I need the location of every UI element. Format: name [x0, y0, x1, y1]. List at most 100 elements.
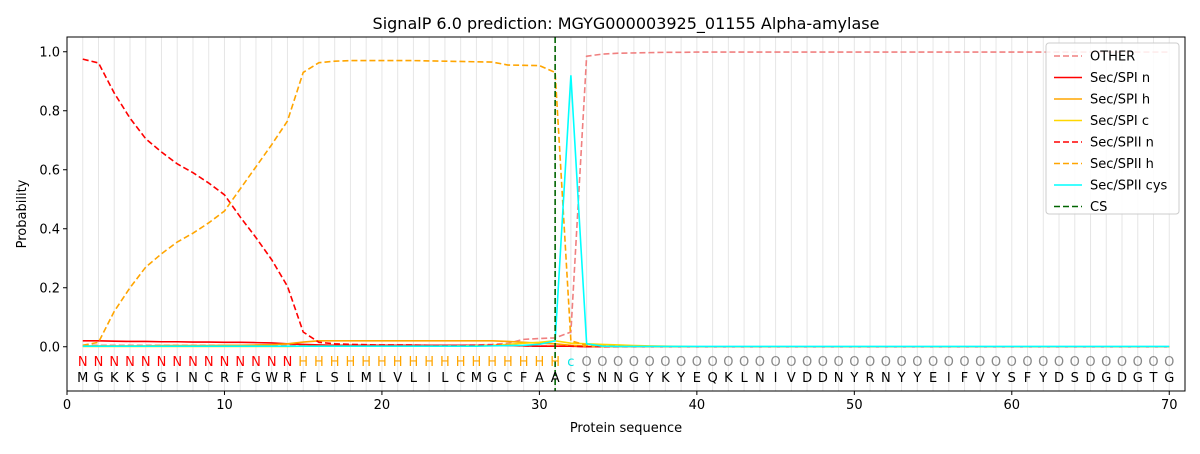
region-label: O	[1070, 355, 1080, 370]
residue-letter: C	[204, 371, 213, 386]
residue-letter: I	[175, 371, 179, 386]
residue-letter: I	[774, 371, 778, 386]
residue-letter: D	[1117, 371, 1127, 386]
region-label: O	[755, 355, 765, 370]
series-line	[82, 51, 1170, 347]
residue-letter: Y	[645, 371, 654, 386]
region-label: H	[440, 355, 450, 370]
region-label: c	[567, 355, 574, 370]
region-label: H	[314, 355, 324, 370]
residue-letter: N	[881, 371, 891, 386]
region-label: N	[235, 355, 245, 370]
region-label: O	[1085, 355, 1095, 370]
region-label: N	[78, 355, 88, 370]
residue-letter: Y	[912, 371, 921, 386]
y-tick-label: 0.0	[39, 340, 60, 355]
residue-letter: C	[456, 371, 465, 386]
series-line	[82, 58, 1170, 348]
region-label: O	[1148, 355, 1158, 370]
y-tick-label: 0.8	[39, 104, 60, 119]
plot-frame	[66, 36, 1186, 392]
x-tick-label: 70	[1161, 398, 1178, 413]
residue-letter: S	[331, 371, 339, 386]
residue-letter: W	[265, 371, 278, 386]
x-tick-label: 30	[531, 398, 548, 413]
grid-layer	[82, 37, 1170, 391]
x-tick-label: 10	[216, 398, 233, 413]
region-label: N	[283, 355, 293, 370]
residue-letter: G	[251, 371, 261, 386]
region-label: O	[1007, 355, 1017, 370]
region-label: O	[707, 355, 717, 370]
region-label: O	[818, 355, 828, 370]
region-label: H	[424, 355, 434, 370]
residue-letter: A	[551, 371, 560, 386]
region-label: H	[487, 355, 497, 370]
residue-letter: A	[535, 371, 544, 386]
region-label: N	[109, 355, 119, 370]
residue-letter: Y	[676, 371, 685, 386]
x-tick-label: 0	[63, 398, 71, 413]
residue-letter: R	[220, 371, 229, 386]
region-label: O	[912, 355, 922, 370]
region-label: O	[739, 355, 749, 370]
legend: OTHER Sec/SPI n Sec/SPI h Sec/SPI c Sec/SPII…	[1045, 42, 1180, 215]
residue-letter: V	[393, 371, 402, 386]
y-tick-label: 0.4	[39, 222, 60, 237]
region-label: N	[251, 355, 261, 370]
region-label: O	[645, 355, 655, 370]
residue-letter: M	[361, 371, 372, 386]
region-label: O	[896, 355, 906, 370]
residue-letter: E	[929, 371, 937, 386]
legend-label: OTHER	[1090, 50, 1135, 65]
residue-letter: F	[236, 371, 243, 386]
region-label: O	[865, 355, 875, 370]
series-layer	[82, 37, 1170, 391]
residue-letter: K	[110, 371, 119, 386]
region-label: O	[692, 355, 702, 370]
residue-letter: Q	[707, 371, 717, 386]
residue-letter: E	[693, 371, 701, 386]
region-label: O	[975, 355, 985, 370]
x-tick-label: 60	[1004, 398, 1021, 413]
region-label: O	[944, 355, 954, 370]
residue-letter: L	[740, 371, 748, 386]
residue-letter: G	[629, 371, 639, 386]
region-label: O	[676, 355, 686, 370]
residue-letter: L	[410, 371, 418, 386]
residue-letter: S	[1071, 371, 1079, 386]
region-label: H	[393, 355, 403, 370]
region-label: O	[723, 355, 733, 370]
residue-letter: V	[787, 371, 796, 386]
residue-letter: Y	[1038, 371, 1047, 386]
region-label: N	[125, 355, 135, 370]
y-tick-label: 1.0	[39, 45, 60, 60]
region-label: O	[991, 355, 1001, 370]
region-label: N	[220, 355, 230, 370]
region-label: O	[1101, 355, 1111, 370]
residue-letter: L	[441, 371, 449, 386]
region-label: O	[1117, 355, 1127, 370]
residue-letter: R	[866, 371, 875, 386]
x-axis-label: Protein sequence	[570, 421, 682, 436]
residue-letter: F	[299, 371, 306, 386]
x-tick-label: 40	[689, 398, 706, 413]
residue-letter: Y	[849, 371, 858, 386]
residue-letter: Y	[991, 371, 1000, 386]
region-label: O	[1164, 355, 1174, 370]
region-label: N	[204, 355, 214, 370]
chart-title: SignalP 6.0 prediction: MGYG000003925_01…	[373, 14, 880, 34]
residue-letter: K	[661, 371, 670, 386]
y-axis-label: Probability	[15, 179, 30, 248]
residue-letter: F	[1024, 371, 1031, 386]
x-tick-label: 20	[374, 398, 391, 413]
region-label: O	[881, 355, 891, 370]
x-tick-label: 50	[846, 398, 863, 413]
region-label: H	[346, 355, 356, 370]
region-label: O	[770, 355, 780, 370]
region-label: O	[959, 355, 969, 370]
residue-letter: N	[613, 371, 623, 386]
y-tick-label: 0.6	[39, 163, 60, 178]
